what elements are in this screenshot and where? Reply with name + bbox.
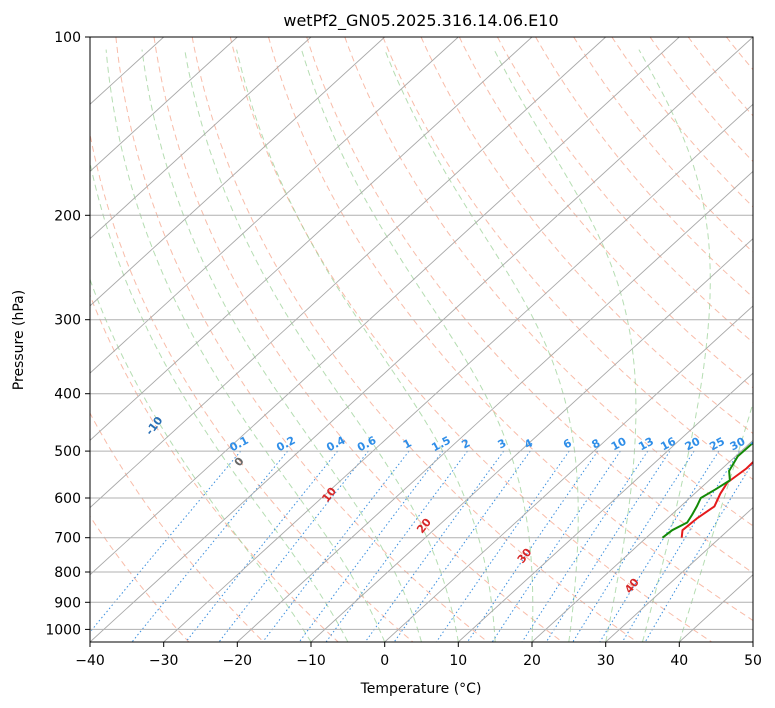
y-tick-label: 800 <box>54 565 81 581</box>
x-tick-label: −10 <box>296 653 326 669</box>
dry-adiabat-line <box>191 37 638 642</box>
dry-adiabat-line <box>420 37 753 435</box>
mixing-ratio-line <box>435 450 570 642</box>
y-tick-label: 700 <box>54 531 81 547</box>
isotherm-line <box>384 305 753 642</box>
x-tick-label: 40 <box>670 653 688 669</box>
moist-adiabat-line <box>638 49 711 642</box>
x-tick-label: −40 <box>75 653 105 669</box>
isotherm-line <box>90 37 533 441</box>
x-tick-label: 20 <box>523 653 541 669</box>
axis-ticks: −40 −30 −20 −10 0 10 20 30 40 50 100 200 300 400 500 60… <box>45 30 762 669</box>
moist-adiabat-line <box>493 49 637 642</box>
isotherm-line <box>90 37 386 307</box>
dry-adiabat-line <box>573 37 753 253</box>
x-tick-label: −20 <box>223 653 253 669</box>
mixing-ratio-label: 13 <box>636 435 656 454</box>
plot-frame <box>89 36 754 643</box>
profile-lines <box>661 441 753 539</box>
mixing-ratio-label: 30 <box>728 435 748 454</box>
dry-adiabat-line <box>535 37 753 298</box>
mixing-ratio-line <box>467 450 599 642</box>
isotherm-line <box>531 439 753 642</box>
gridlines <box>90 37 753 642</box>
mixing-ratio-label: 25 <box>707 435 727 454</box>
mixing-ratio-label: 20 <box>683 435 703 454</box>
dry-adiabat-line <box>90 515 190 642</box>
mixing-ratio-label: 36 <box>749 435 769 454</box>
mixing-ratio-label: 16 <box>658 435 678 454</box>
y-tick-label: 600 <box>54 491 81 507</box>
dry-adiabat-line <box>115 37 488 642</box>
mixing-ratio-line <box>393 450 531 642</box>
isotherm-line <box>457 372 753 642</box>
y-tick-label: 100 <box>54 30 81 46</box>
mixing-ratio-line <box>599 450 720 642</box>
mixing-ratio-line <box>521 450 649 642</box>
isotherm-line <box>605 506 753 642</box>
y-tick-label: 500 <box>54 444 81 460</box>
isotherm-line <box>163 103 753 642</box>
isotherm-line <box>90 37 753 642</box>
y-tick-label: 300 <box>54 313 81 329</box>
mixing-ratio-label: 10 <box>609 435 629 454</box>
y-axis-title: Pressure (hPa) <box>11 290 27 390</box>
dry-adiabat-line <box>268 37 753 622</box>
isotherm-line <box>310 238 753 642</box>
moist-adiabat-line <box>236 49 496 642</box>
isotherm-line <box>236 170 753 642</box>
mixing-ratio-line <box>218 450 369 642</box>
moist-adiabat-line <box>90 160 349 642</box>
isotherm-line <box>90 37 607 509</box>
moist-adiabat-line <box>141 49 422 642</box>
y-tick-label: 400 <box>54 387 81 403</box>
dry-adiabat-line <box>153 37 563 642</box>
chart-title: wetPf2_GN05.2025.316.14.06.E10 <box>283 11 558 31</box>
temperature-line <box>680 460 753 538</box>
x-tick-label: 0 <box>380 653 389 669</box>
isotherm-line <box>90 37 238 173</box>
y-tick-label: 1000 <box>45 622 81 638</box>
dry-adiabat-line <box>306 37 753 574</box>
x-tick-label: 10 <box>449 653 467 669</box>
mixing-ratio-line <box>185 450 338 642</box>
moist-adiabat-line <box>184 49 459 642</box>
isotherm-line <box>90 37 312 240</box>
dry-adiabat-line <box>344 37 753 527</box>
moist-adiabat-line <box>301 49 534 642</box>
x-tick-label: 30 <box>597 653 615 669</box>
x-axis-title: Temperature (°C) <box>360 681 482 697</box>
dry-adiabat-line <box>229 37 712 642</box>
mixing-ratio-line <box>90 450 242 633</box>
isotherm-line <box>90 37 680 576</box>
y-tick-label: 900 <box>54 595 81 611</box>
x-tick-label: 50 <box>744 653 762 669</box>
dry-adiabat-line <box>382 37 753 481</box>
mixing-ratio-line <box>621 450 740 642</box>
moist-adiabat-line <box>678 401 753 642</box>
dewpoint-line <box>661 441 753 539</box>
y-tick-label: 200 <box>54 208 81 224</box>
isotherm-line <box>90 37 459 374</box>
moist-adiabat-line <box>384 49 579 642</box>
x-tick-label: −30 <box>149 653 179 669</box>
dry-adiabat-line <box>90 131 414 642</box>
dry-adiabat-line <box>90 412 264 642</box>
mixing-ratio-line <box>298 450 444 642</box>
mixing-ratio-line <box>325 450 468 642</box>
